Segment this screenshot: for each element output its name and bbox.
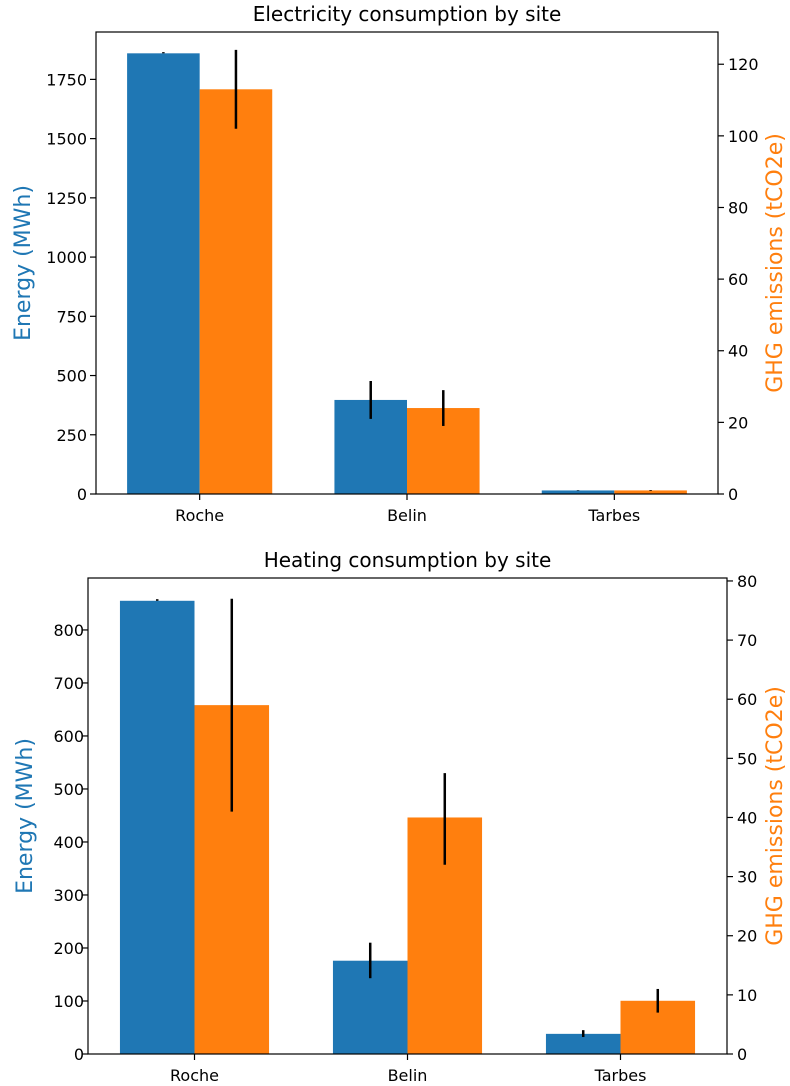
bar-energy: [127, 53, 200, 494]
y-tick-label: 250: [56, 426, 87, 445]
x-tick-label: Tarbes: [587, 506, 640, 525]
chart-electricity: Electricity consumption by site 0 250 500 75…: [11, 2, 788, 525]
y2-tick-label: 40: [737, 808, 757, 827]
y-tick-label: 500: [53, 780, 84, 799]
y-tick-label: 0: [77, 485, 87, 504]
bar-energy: [119, 600, 195, 1054]
y2-axis-label: GHG emissions (tCO2e): [763, 686, 788, 946]
y-tick-label: 700: [53, 674, 84, 693]
bar-energy: [541, 490, 615, 494]
x-tick-label: Belin: [387, 506, 427, 525]
y-tick-label: 1500: [46, 130, 87, 149]
y2-tick-label: 0: [737, 1045, 747, 1064]
y2-tick-label: 20: [728, 413, 748, 432]
y-tick-label: 800: [53, 621, 84, 640]
y-axis-label: Energy (MWh): [13, 738, 38, 894]
y2-tick-label: 80: [728, 198, 748, 217]
y-tick-label: 1000: [46, 248, 87, 267]
y-tick-label: 1750: [46, 70, 87, 89]
y2-tick-label: 80: [737, 572, 757, 591]
y-tick-label: 500: [56, 367, 87, 386]
x-tick-label: Tarbes: [594, 1066, 647, 1085]
y2-tick-label: 30: [737, 868, 757, 887]
y2-tick-label: 60: [728, 270, 748, 289]
bar-energy: [545, 1033, 621, 1054]
y-tick-label: 0: [74, 1045, 84, 1064]
bar-ghg: [614, 490, 687, 494]
bar-ghg: [199, 89, 273, 495]
y2-tick-label: 70: [737, 631, 757, 650]
y-tick-label: 600: [53, 727, 84, 746]
x-tick-label: Belin: [388, 1066, 428, 1085]
x-tick-label: Roche: [170, 1066, 219, 1085]
chart-title: Heating consumption by site: [264, 548, 552, 572]
x-tick-label: Roche: [175, 506, 224, 525]
y-axis-label: Energy (MWh): [11, 185, 36, 341]
y2-tick-label: 10: [737, 986, 757, 1005]
y2-tick-label: 50: [737, 749, 757, 768]
y-tick-label: 300: [53, 886, 84, 905]
y-tick-label: 200: [53, 939, 84, 958]
y2-tick-label: 20: [737, 927, 757, 946]
y2-tick-label: 60: [737, 690, 757, 709]
y2-tick-label: 40: [728, 342, 748, 361]
y-tick-label: 750: [56, 307, 87, 326]
chart-heating: Heating consumption by site0100200300400…: [13, 548, 788, 1085]
y-tick-label: 1250: [46, 189, 87, 208]
chart-title: Electricity consumption by site: [253, 2, 562, 26]
y2-axis-label: GHG emissions (tCO2e): [763, 133, 788, 393]
y-tick-label: 400: [53, 833, 84, 852]
y2-tick-label: 100: [728, 127, 759, 146]
y2-tick-label: 0: [728, 485, 738, 504]
y2-tick-label: 120: [728, 55, 759, 74]
y-tick-label: 100: [53, 992, 84, 1011]
